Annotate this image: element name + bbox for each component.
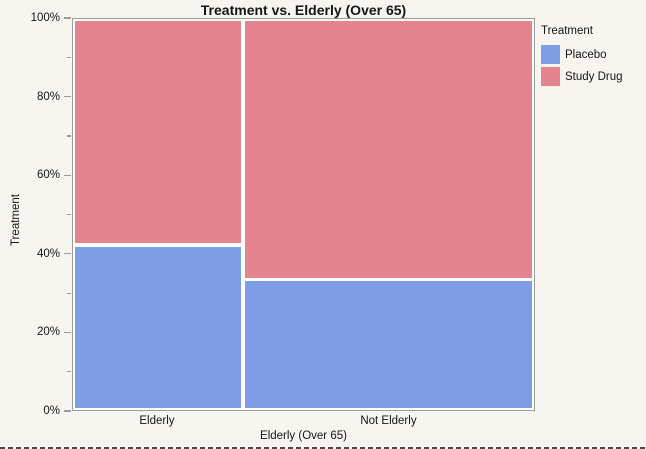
y-tick-major-100 bbox=[64, 17, 71, 19]
y-tick-minor bbox=[67, 371, 71, 373]
legend-item-label-study-drug: Study Drug bbox=[565, 70, 623, 83]
legend: Treatment Placebo Study Drug bbox=[541, 25, 623, 86]
y-tick-minor bbox=[67, 292, 71, 294]
x-category-label-elderly: Elderly bbox=[139, 415, 175, 427]
legend-item-label-placebo: Placebo bbox=[565, 48, 607, 61]
mosaic-cell-elderly-placebo[interactable] bbox=[75, 246, 242, 408]
y-tick-label-0: 0% bbox=[43, 405, 60, 417]
y-tick-label-20: 20% bbox=[36, 326, 60, 339]
y-tick-minor bbox=[67, 135, 71, 137]
x-category-labels: Elderly Not Elderly bbox=[72, 415, 535, 428]
y-tick-major-80 bbox=[64, 96, 71, 98]
mosaic-cell-elderly-study-drug[interactable] bbox=[75, 21, 242, 244]
y-tick-major-0 bbox=[64, 410, 71, 412]
y-tick-label-40: 40% bbox=[36, 247, 60, 260]
chart-title: Treatment vs. Elderly (Over 65) bbox=[200, 2, 407, 18]
y-tick-label-60: 60% bbox=[36, 169, 60, 182]
x-axis-title: Elderly (Over 65) bbox=[260, 430, 347, 442]
y-tick-minor bbox=[67, 213, 71, 216]
legend-swatch-study-drug[interactable] bbox=[541, 67, 560, 86]
x-category-label-not-elderly: Not Elderly bbox=[360, 415, 417, 427]
mosaic-plot bbox=[75, 21, 532, 408]
legend-title: Treatment bbox=[541, 25, 593, 37]
y-tick-major-20 bbox=[64, 331, 71, 333]
y-tick-label-100: 100% bbox=[30, 12, 60, 24]
legend-item-placebo[interactable]: Placebo bbox=[541, 45, 623, 64]
y-tick-label-80: 80% bbox=[36, 90, 60, 103]
y-axis: 0% 20% 40% 60% 80% 100% bbox=[0, 12, 71, 417]
mosaic-cell-not-elderly-placebo[interactable] bbox=[244, 281, 532, 408]
plot-frame bbox=[72, 18, 535, 411]
y-tick-major-60 bbox=[64, 174, 71, 176]
y-tick-major-40 bbox=[64, 253, 71, 255]
legend-item-study-drug[interactable]: Study Drug bbox=[541, 67, 623, 86]
legend-items: Placebo Study Drug bbox=[541, 45, 623, 86]
mosaic-cell-not-elderly-study-drug[interactable] bbox=[244, 21, 532, 278]
bottom-edge-dashed-line bbox=[0, 447, 646, 449]
mosaic-column-not-elderly bbox=[244, 21, 532, 408]
legend-swatch-placebo[interactable] bbox=[541, 45, 560, 64]
y-tick-minor bbox=[67, 56, 71, 58]
mosaic-column-elderly bbox=[75, 21, 242, 408]
